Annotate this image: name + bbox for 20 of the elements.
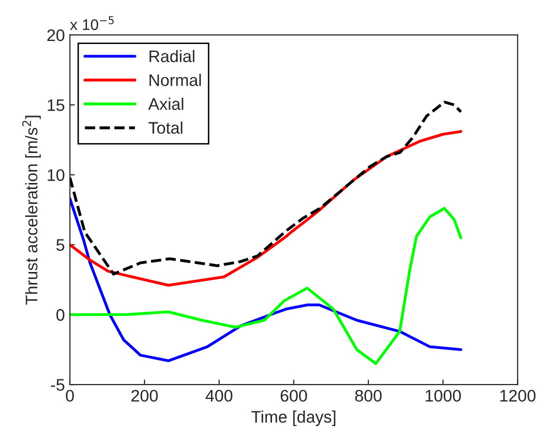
x-tick-label: 200 bbox=[131, 390, 158, 402]
legend-label: Radial bbox=[150, 50, 194, 62]
legend-label: Total bbox=[148, 122, 182, 134]
legend-label: Normal bbox=[150, 74, 201, 86]
y-tick-label: 15 bbox=[48, 99, 64, 112]
x-tick-label: 1200 bbox=[500, 390, 536, 402]
y-axis-title: Thrust acceleration [m/s$^{2}$] bbox=[22, 116, 41, 305]
y-tick-label: 10 bbox=[48, 169, 64, 182]
y-tick-label: 0 bbox=[56, 309, 64, 321]
y-tick-label: 20 bbox=[47, 29, 64, 42]
text: x 10$^{−5}$ bbox=[70, 16, 114, 30]
x-tick-label: 800 bbox=[355, 390, 382, 402]
legend-label: Axial bbox=[148, 98, 184, 110]
x-tick-label: 400 bbox=[206, 390, 232, 402]
x-tick-label: 0 bbox=[66, 390, 74, 402]
y-tick-label: -5 bbox=[50, 379, 64, 391]
x-tick-label: 600 bbox=[280, 390, 307, 402]
x-axis-title: Time [days] bbox=[251, 410, 336, 426]
x-tick-label: 1000 bbox=[426, 390, 461, 402]
y-tick-label: 5 bbox=[56, 239, 64, 251]
